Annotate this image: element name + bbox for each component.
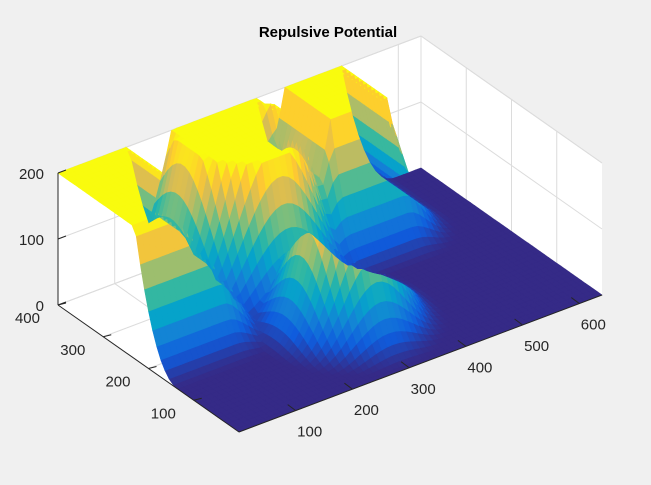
- y-tick-label: 200: [105, 374, 130, 391]
- grid-line: [420, 35, 603, 164]
- x-tick-label: 100: [297, 424, 322, 441]
- potential-surface: [57, 65, 603, 433]
- x-tick-mark: [571, 297, 580, 304]
- z-tick-label: 100: [19, 232, 44, 249]
- y-tick-label: 100: [151, 405, 176, 422]
- x-tick-label: 600: [581, 317, 606, 334]
- x-axis-line: [238, 294, 603, 433]
- z-tick-label: 200: [19, 166, 44, 183]
- z-tick-mark: [57, 235, 67, 240]
- y-tick-label: 300: [60, 342, 85, 359]
- y-tick-mark: [103, 334, 112, 338]
- y-tick-label: 400: [15, 310, 40, 327]
- x-tick-mark: [400, 361, 410, 369]
- x-tick-label: 300: [411, 381, 436, 398]
- z-tick-label: 0: [36, 298, 44, 315]
- grid-line: [420, 101, 603, 230]
- chart-title: Repulsive Potential: [259, 24, 397, 41]
- y-tick-mark: [148, 366, 157, 369]
- z-tick-mark: [57, 169, 67, 174]
- x-tick-label: 200: [354, 402, 379, 419]
- x-tick-mark: [514, 318, 523, 326]
- axes-front-edges: [57, 169, 603, 433]
- x-tick-label: 400: [467, 359, 492, 376]
- z-tick-mark: [57, 301, 67, 306]
- x-tick-mark: [457, 339, 467, 347]
- x-tick-mark: [344, 382, 353, 390]
- x-tick-label: 500: [524, 338, 549, 355]
- x-tick-mark: [287, 404, 297, 411]
- y-tick-mark: [193, 397, 202, 401]
